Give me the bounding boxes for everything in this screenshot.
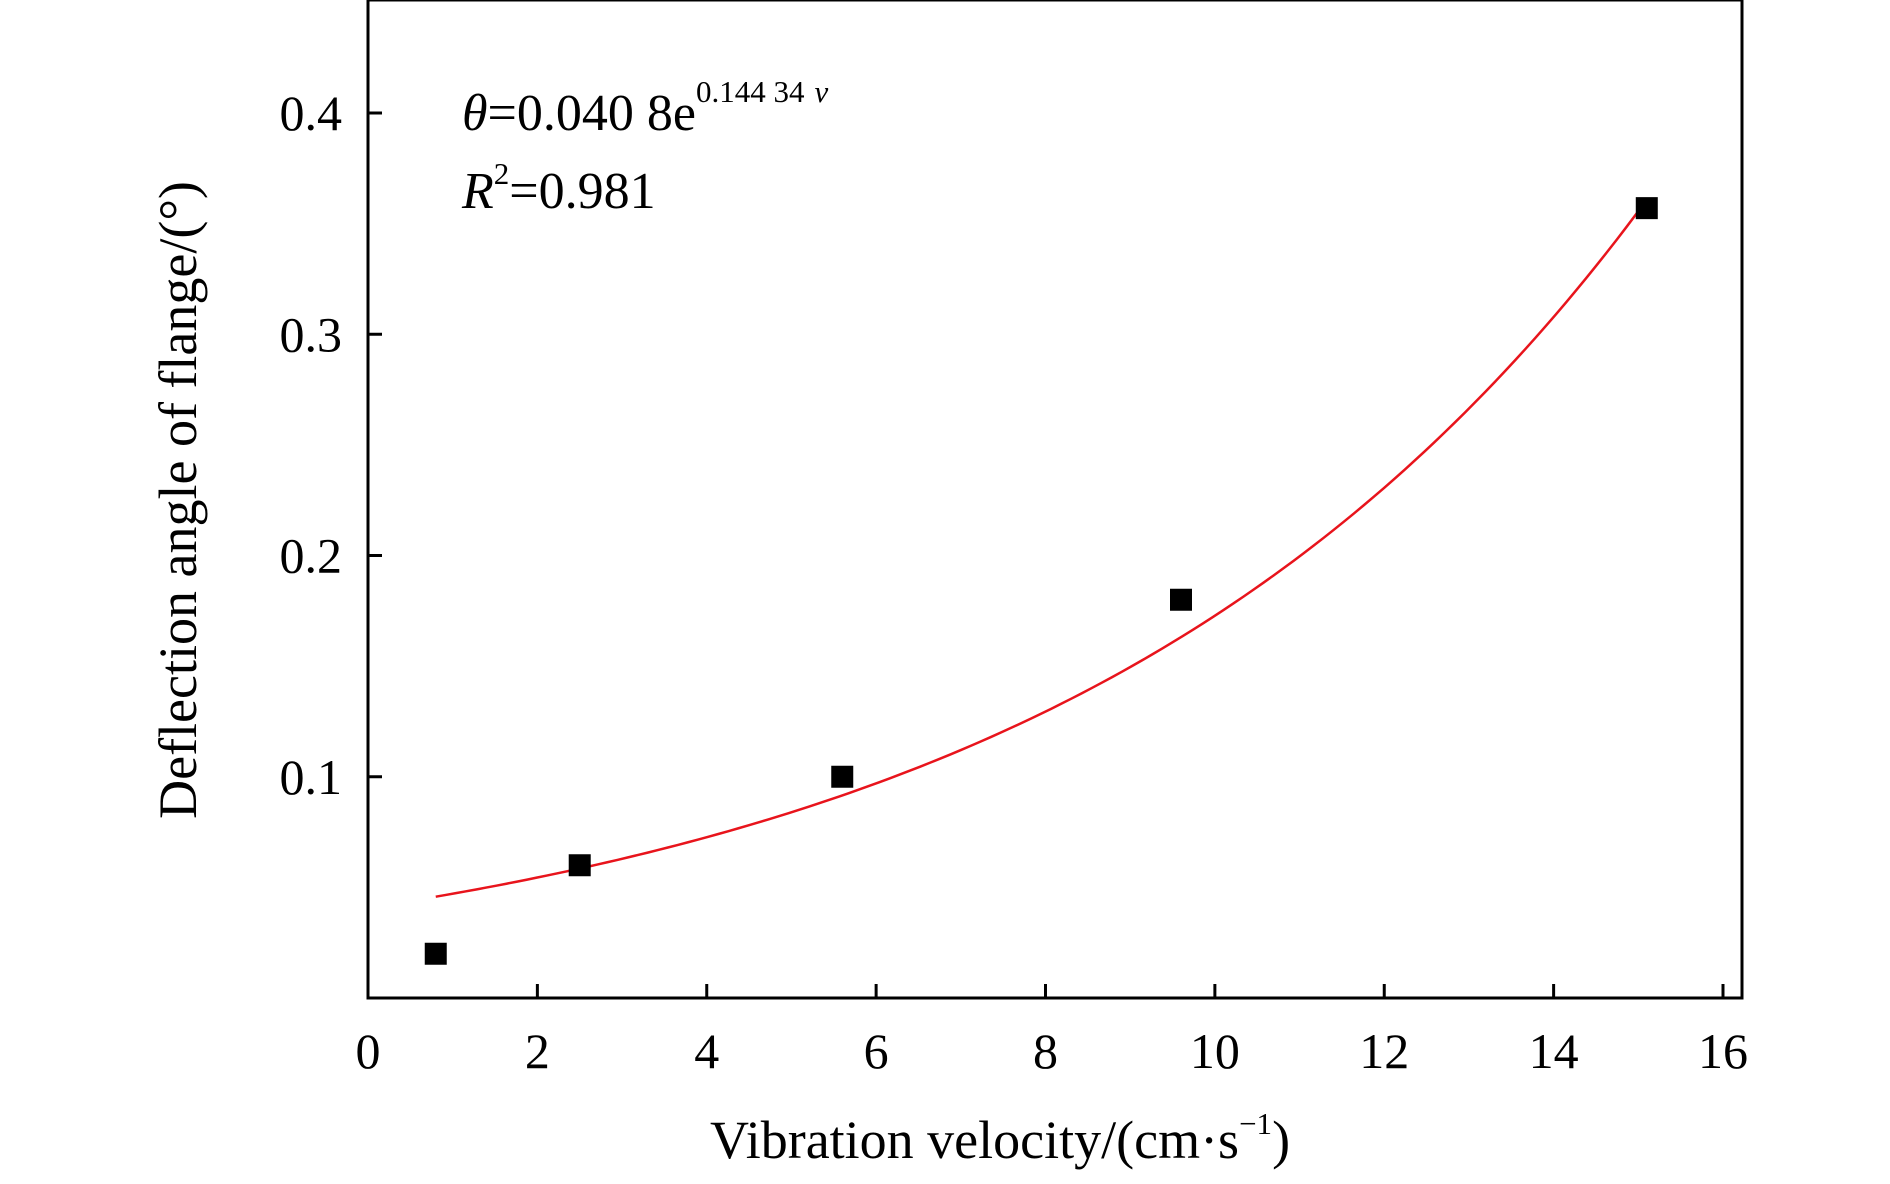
x-tick-label: 10: [1190, 1023, 1240, 1079]
data-point: [568, 854, 591, 877]
plot-frame: [366, 0, 1744, 1000]
fit-curve: [435, 199, 1648, 898]
x-tick-label: 4: [694, 1023, 719, 1079]
x-tick-label: 6: [864, 1023, 889, 1079]
y-axis-title: Deflection angle of flange/(°): [148, 181, 208, 819]
x-tick-label: 2: [525, 1023, 550, 1079]
x-axis-title: Vibration velocity/(cm·s−1): [710, 1106, 1290, 1170]
r-squared-label: R2=0.981: [461, 156, 656, 220]
data-point: [424, 942, 447, 965]
fit-equation-label: θ=0.040 8e0.144 34 v: [462, 74, 828, 142]
y-tick-label: 0.1: [280, 749, 343, 805]
x-tick-label: 0: [356, 1023, 381, 1079]
data-point: [831, 765, 854, 788]
data-points-layer: [424, 197, 1658, 965]
y-tick-label: 0.4: [280, 85, 343, 141]
data-point: [1635, 197, 1658, 220]
x-axis-ticks: 0 2 4 6 8 10 12 14 16: [356, 984, 1748, 1079]
x-tick-label: 8: [1033, 1023, 1058, 1079]
plot-border: [366, 0, 1744, 1000]
data-point: [1170, 588, 1192, 611]
y-axis-ticks: 0.1 0.2 0.3 0.4: [280, 85, 382, 805]
fit-curve-layer: [435, 199, 1648, 898]
y-tick-label: 0.2: [280, 528, 343, 584]
y-tick-label: 0.3: [280, 306, 343, 362]
x-tick-label: 16: [1698, 1023, 1748, 1079]
x-tick-label: 14: [1529, 1023, 1579, 1079]
x-tick-label: 12: [1359, 1023, 1409, 1079]
